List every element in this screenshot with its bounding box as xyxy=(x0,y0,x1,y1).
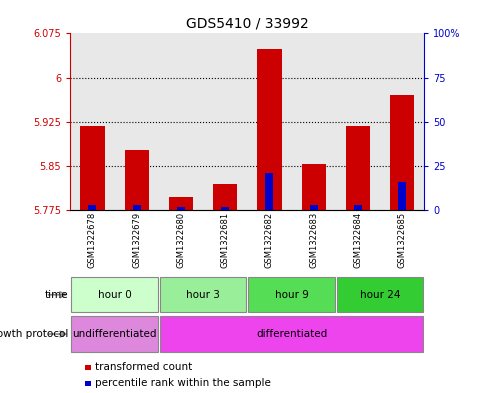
Text: transformed count: transformed count xyxy=(94,362,192,373)
Text: hour 24: hour 24 xyxy=(359,290,400,300)
Text: differentiated: differentiated xyxy=(256,329,327,339)
Bar xyxy=(336,277,423,312)
Bar xyxy=(168,197,193,210)
Bar xyxy=(177,207,184,210)
Text: time: time xyxy=(44,290,68,300)
Bar xyxy=(265,173,273,210)
Bar xyxy=(71,316,158,352)
Bar xyxy=(397,182,406,210)
Bar xyxy=(247,33,291,210)
Bar xyxy=(309,205,317,210)
Bar xyxy=(124,149,149,210)
Bar xyxy=(379,33,424,210)
Text: percentile rank within the sample: percentile rank within the sample xyxy=(94,378,270,388)
Text: growth protocol: growth protocol xyxy=(0,329,68,339)
Bar xyxy=(158,33,203,210)
Bar xyxy=(291,33,335,210)
Bar xyxy=(257,49,281,210)
Bar xyxy=(71,277,158,312)
Bar xyxy=(335,33,379,210)
Bar xyxy=(203,33,247,210)
Bar xyxy=(212,184,237,210)
Bar xyxy=(80,126,105,210)
Text: hour 0: hour 0 xyxy=(97,290,131,300)
Bar xyxy=(301,164,325,210)
Bar xyxy=(221,207,229,210)
Bar xyxy=(159,277,246,312)
Bar xyxy=(345,126,369,210)
Text: hour 9: hour 9 xyxy=(274,290,308,300)
Bar xyxy=(353,205,361,210)
Bar xyxy=(88,205,96,210)
Bar xyxy=(389,95,413,210)
Bar xyxy=(159,316,423,352)
Title: GDS5410 / 33992: GDS5410 / 33992 xyxy=(185,17,308,31)
Text: hour 3: hour 3 xyxy=(186,290,220,300)
Text: undifferentiated: undifferentiated xyxy=(72,329,156,339)
Bar xyxy=(114,33,158,210)
Bar xyxy=(133,205,140,210)
Bar xyxy=(248,277,334,312)
Bar xyxy=(70,33,114,210)
